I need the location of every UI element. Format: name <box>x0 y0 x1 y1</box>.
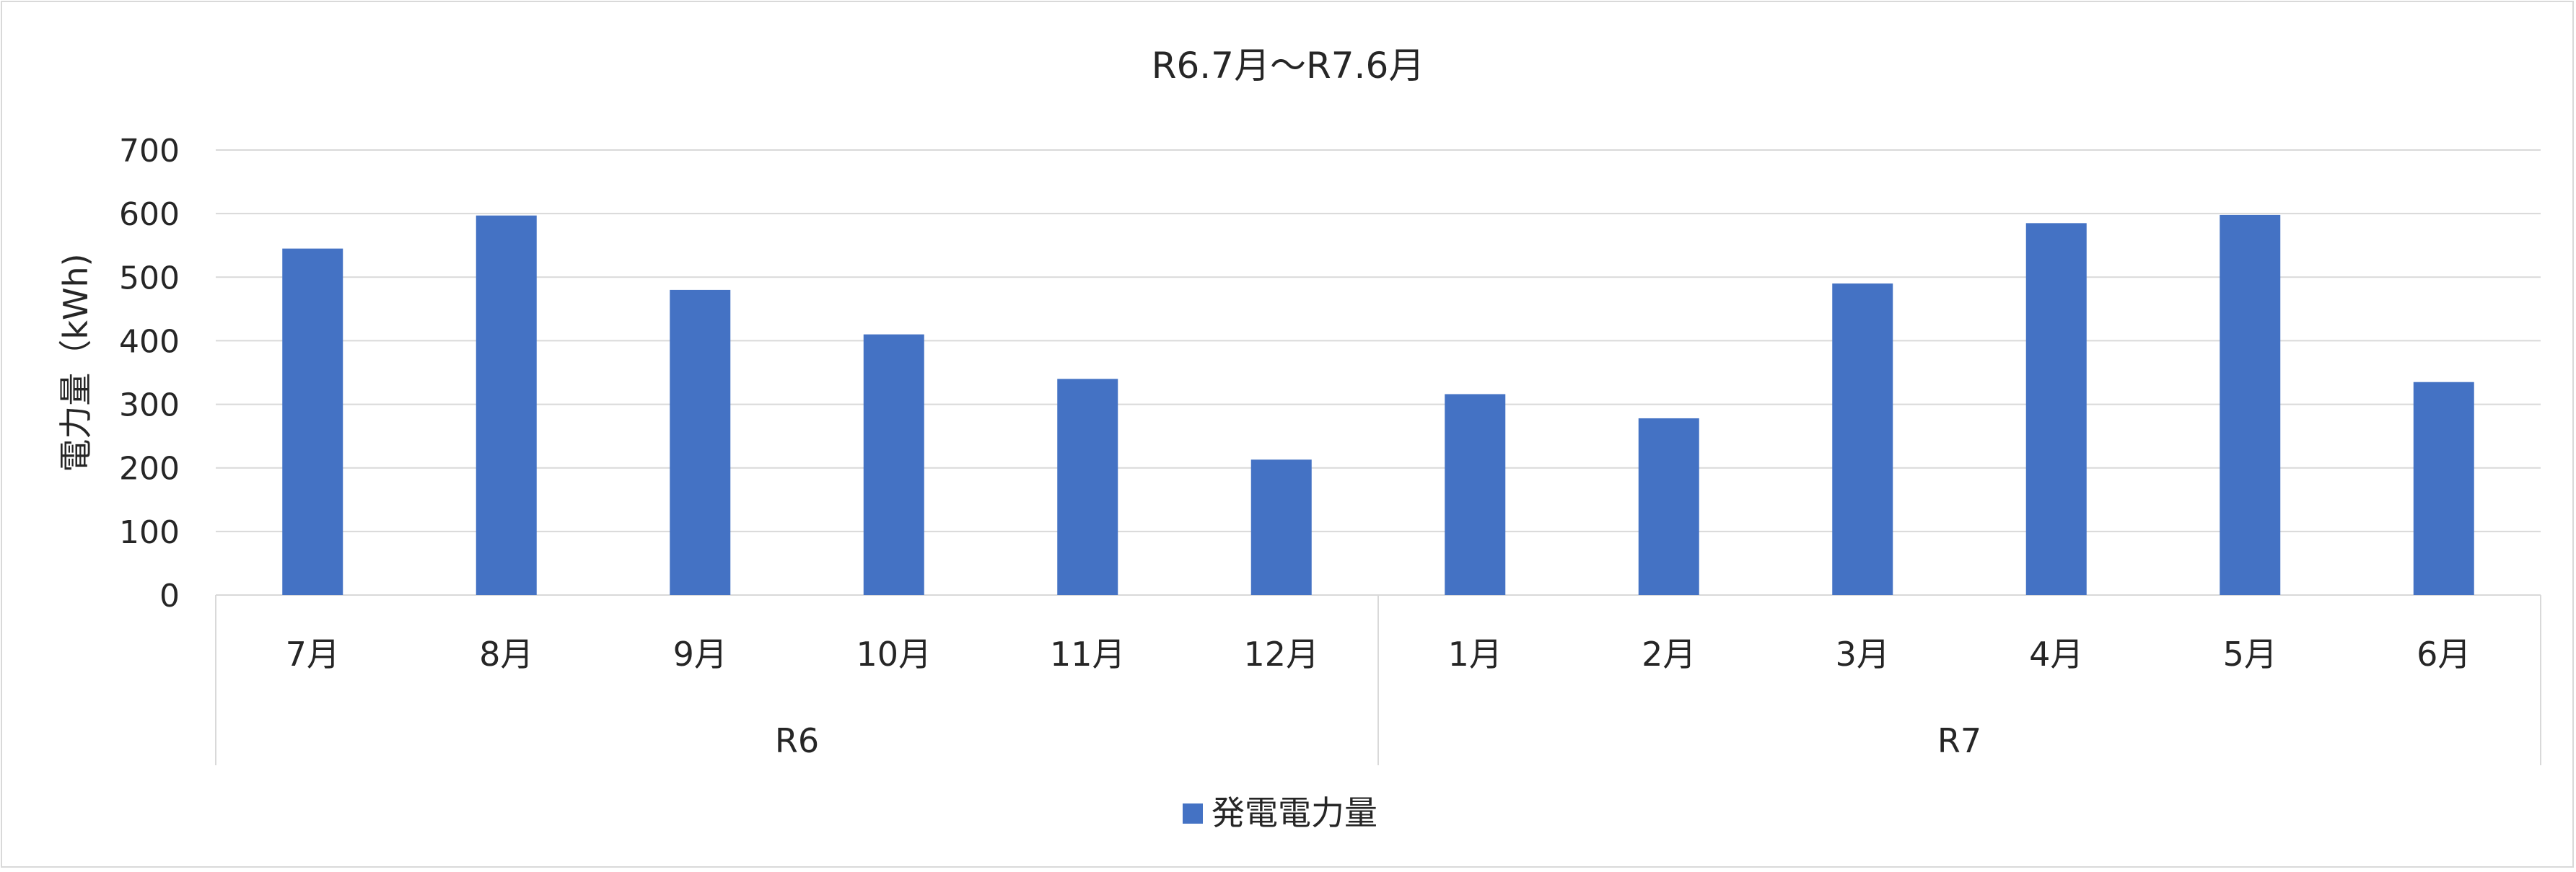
x-tick-label: 10月 <box>856 635 932 674</box>
bar <box>2025 223 2087 596</box>
x-tick-label: 7月 <box>286 635 340 674</box>
bars <box>282 214 2474 596</box>
bar <box>670 289 731 595</box>
x-group-label: R7 <box>1937 721 1981 760</box>
bar <box>476 215 537 596</box>
bar <box>2220 214 2281 595</box>
bar <box>863 334 924 595</box>
x-tick-label: 3月 <box>1836 635 1890 674</box>
bar <box>1250 459 1312 595</box>
y-axis-label: 電力量（kWh) <box>56 253 95 472</box>
gridlines <box>216 149 2541 596</box>
x-tick-label: 9月 <box>673 635 727 674</box>
x-tick-label: 2月 <box>1642 635 1696 674</box>
y-tick-label: 100 <box>119 514 180 551</box>
bar <box>1445 394 1506 595</box>
x-tick-label: 8月 <box>479 635 533 674</box>
x-tick-label: 5月 <box>2223 635 2277 674</box>
bar <box>282 248 343 595</box>
chart-title: R6.7月～R7.6月 <box>1152 45 1425 87</box>
legend-label: 発電電力量 <box>1212 793 1377 832</box>
bar <box>1832 283 1893 595</box>
y-tick-label: 400 <box>119 323 180 360</box>
x-tick-label: 12月 <box>1243 635 1319 674</box>
x-tick-label: 6月 <box>2417 635 2471 674</box>
y-tick-labels: 0 100 200 300 400 500 600 700 <box>119 133 180 615</box>
y-tick-label: 0 <box>159 578 180 615</box>
y-tick-label: 500 <box>119 260 180 296</box>
x-tick-label: 1月 <box>1448 635 1502 674</box>
x-axis: 7月 8月 9月 10月 11月 12月 1月 2月 3月 4月 5月 6月 R6 R7 <box>215 595 2541 765</box>
x-tick-label: 11月 <box>1050 635 1126 674</box>
y-tick-label: 600 <box>119 196 180 233</box>
legend: 発電電力量 <box>1183 793 1377 832</box>
legend-swatch <box>1183 803 1203 824</box>
x-group-label: R6 <box>775 721 819 760</box>
y-tick-label: 700 <box>119 133 180 169</box>
y-tick-label: 300 <box>119 387 180 424</box>
bar <box>1638 418 1699 595</box>
y-tick-label: 200 <box>119 451 180 488</box>
bar <box>2413 382 2474 595</box>
x-tick-label: 4月 <box>2029 635 2083 674</box>
bar <box>1057 379 1118 595</box>
